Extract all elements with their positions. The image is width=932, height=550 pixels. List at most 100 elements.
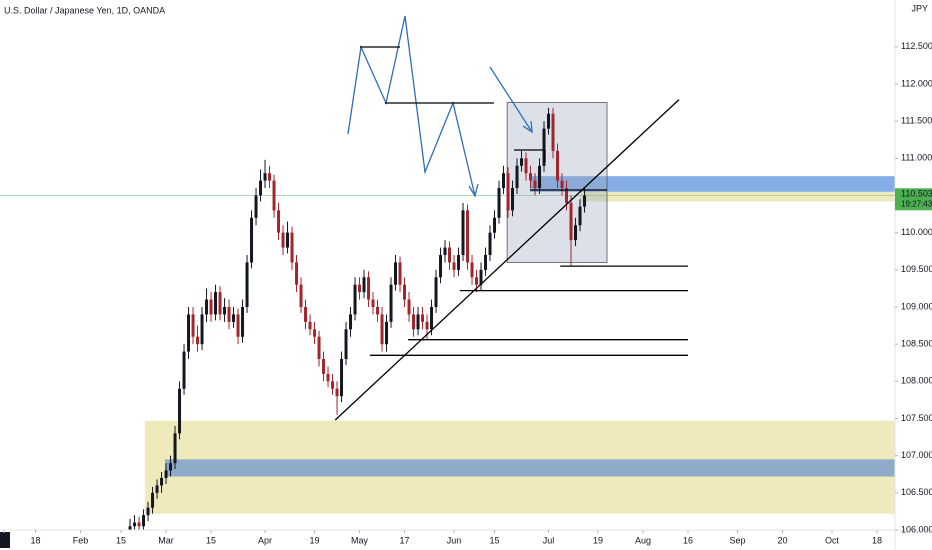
x-tick-label: May: [351, 535, 369, 545]
candle-body: [574, 225, 578, 241]
candle-body: [250, 217, 254, 263]
chart-title: U.S. Dollar / Japanese Yen, 1D, OANDA: [4, 5, 165, 15]
countdown: 19:27:43: [901, 199, 932, 208]
candle-body: [430, 306, 434, 330]
candle-body: [218, 292, 222, 315]
candle-body: [353, 284, 357, 315]
candle-body: [493, 217, 497, 233]
x-tick-label: Jul: [543, 535, 555, 545]
candle-body: [227, 306, 231, 322]
candle-body: [461, 210, 465, 255]
candle-body: [475, 277, 479, 285]
trendline: [334, 99, 680, 421]
x-tick-label: Aug: [635, 535, 651, 545]
zone: [530, 176, 895, 192]
candle-body: [272, 180, 276, 211]
arrow-head: [468, 183, 479, 198]
sketch-levels: [360, 46, 607, 191]
candle-body: [385, 321, 389, 345]
candle-body: [583, 195, 587, 207]
zone: [165, 459, 896, 477]
candle-body: [398, 262, 402, 285]
candle-body: [254, 195, 258, 218]
candle-body: [299, 284, 303, 307]
candle-body: [236, 314, 240, 337]
y-tick-label: 109.000: [901, 301, 932, 311]
candle-body: [290, 232, 294, 263]
candle-body: [209, 299, 213, 315]
candle-body: [304, 306, 308, 322]
x-tick-label: 21: [0, 535, 10, 545]
x-tick-label: 15: [490, 535, 500, 545]
y-tick-label: 112.000: [901, 78, 932, 88]
candle-body: [376, 306, 380, 315]
candle-body: [524, 158, 528, 174]
candle-body: [403, 284, 407, 300]
candle-body: [520, 158, 524, 166]
candle-body: [371, 299, 375, 307]
x-tick-label: 20: [777, 535, 787, 545]
candle-body: [439, 254, 443, 278]
candle-body: [412, 314, 416, 330]
candle-body: [281, 232, 285, 248]
x-tick-label: Jun: [447, 535, 462, 545]
x-tick-label: 18: [31, 535, 41, 545]
x-tick-label: Apr: [258, 535, 272, 545]
currency: JPY: [911, 3, 928, 13]
candle-body: [191, 314, 195, 337]
y-tick-label: 112.500: [901, 41, 932, 51]
candle-body: [362, 277, 366, 293]
x-tick-label: 19: [310, 535, 320, 545]
arrow: [489, 66, 533, 133]
candle-body: [488, 232, 492, 255]
candle-body: [196, 336, 200, 345]
candle-body: [479, 269, 483, 285]
candle-body: [295, 262, 299, 285]
y-tick-label: 111.500: [901, 116, 932, 126]
candle-body: [263, 173, 267, 181]
x-tick-label: 15: [116, 535, 126, 545]
candle-body: [268, 173, 272, 181]
candle-body: [434, 277, 438, 307]
candle-body: [142, 515, 146, 527]
candle-body: [214, 292, 218, 315]
candle-body: [317, 336, 321, 360]
candle-body: [308, 321, 312, 330]
plot-area: [0, 99, 896, 534]
candle-body: [164, 470, 168, 478]
candle-body: [380, 314, 384, 345]
candle-body: [151, 492, 155, 508]
x-tick-label: Sep: [730, 535, 746, 545]
candle-body: [497, 188, 501, 218]
x-tick-label: 18: [872, 535, 882, 545]
candle-body: [173, 433, 177, 464]
y-tick-label: 109.500: [901, 264, 932, 274]
candle-body: [452, 262, 456, 270]
time-axis: [0, 530, 932, 550]
candle-body: [133, 522, 137, 527]
y-tick-label: 107.500: [901, 413, 932, 423]
candle-body: [245, 262, 249, 307]
candle-body: [443, 247, 447, 255]
candle-body: [394, 262, 398, 285]
candle-body: [155, 485, 159, 493]
candle-body: [160, 477, 164, 486]
candle-body: [407, 299, 411, 315]
y-tick-label: 108.000: [901, 376, 932, 386]
zone: [580, 191, 895, 202]
candle-body: [529, 173, 533, 181]
candle-body: [232, 314, 236, 322]
candle-body: [470, 262, 474, 278]
x-tick-label: Feb: [73, 535, 89, 545]
last-price-tag: [895, 188, 932, 211]
candle-body: [367, 277, 371, 300]
candle-body: [187, 314, 191, 352]
candle-body: [277, 210, 281, 233]
y-tick-label: 107.000: [901, 450, 932, 460]
candle-body: [425, 321, 429, 330]
crosshair-date-box: [0, 532, 10, 548]
x-tick-label: Oct: [825, 535, 840, 545]
candle-body: [322, 359, 326, 374]
candle-body: [542, 128, 546, 166]
